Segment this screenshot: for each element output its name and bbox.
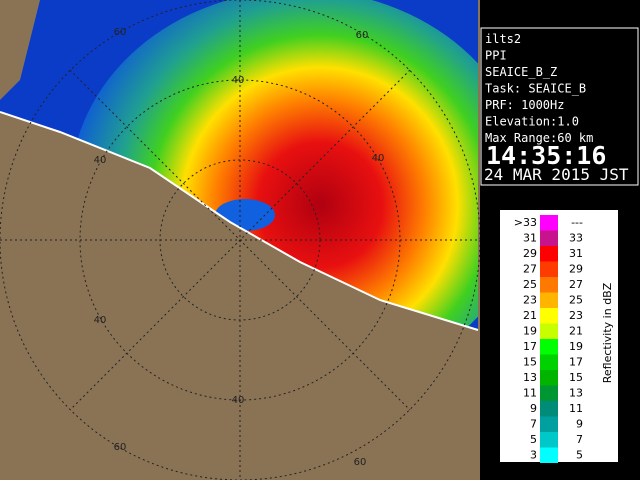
legend-low: 19 bbox=[523, 325, 537, 338]
legend-swatch bbox=[540, 323, 558, 339]
legend-low: 23 bbox=[523, 294, 537, 307]
legend-low: 13 bbox=[523, 371, 537, 384]
range-label: 40 bbox=[94, 155, 107, 166]
legend-high: 5 bbox=[576, 449, 583, 462]
legend-high: 21 bbox=[569, 325, 583, 338]
legend-high: 31 bbox=[569, 247, 583, 260]
legend-title: Reflectivity in dBZ bbox=[601, 282, 614, 383]
range-label: 40 bbox=[232, 395, 245, 406]
range-label: 40 bbox=[372, 153, 385, 164]
legend-swatch bbox=[540, 370, 558, 386]
legend-high: 19 bbox=[569, 340, 583, 353]
legend-low: 25 bbox=[523, 278, 537, 291]
legend-swatch bbox=[540, 416, 558, 432]
legend-swatch bbox=[540, 246, 558, 262]
legend-low: 21 bbox=[523, 309, 537, 322]
legend-high: 27 bbox=[569, 278, 583, 291]
legend-high: 7 bbox=[576, 433, 583, 446]
legend-high: 17 bbox=[569, 356, 583, 369]
legend-swatch bbox=[540, 292, 558, 308]
legend-low: 15 bbox=[523, 356, 537, 369]
info-line: SEAICE_B_Z bbox=[485, 65, 557, 79]
range-label: 40 bbox=[232, 75, 245, 86]
legend-swatch bbox=[540, 308, 558, 324]
legend-low: 27 bbox=[523, 263, 537, 276]
legend-high: --- bbox=[571, 216, 583, 229]
legend-low: 17 bbox=[523, 340, 537, 353]
legend-low: 9 bbox=[530, 402, 537, 415]
legend-swatch bbox=[540, 354, 558, 370]
range-label: 60 bbox=[114, 442, 127, 453]
legend-swatch bbox=[540, 385, 558, 401]
legend-low: >33 bbox=[514, 216, 537, 229]
legend-swatch bbox=[540, 230, 558, 246]
range-label: 40 bbox=[94, 315, 107, 326]
legend-high: 9 bbox=[576, 418, 583, 431]
land bbox=[0, 0, 40, 100]
date: 24 MAR 2015 JST bbox=[484, 165, 629, 184]
legend-low: 11 bbox=[523, 387, 537, 400]
legend-low: 3 bbox=[530, 449, 537, 462]
legend-high: 23 bbox=[569, 309, 583, 322]
legend-low: 7 bbox=[530, 418, 537, 431]
legend-low: 5 bbox=[530, 433, 537, 446]
info-line: ilts2 bbox=[485, 32, 521, 46]
legend-swatch bbox=[540, 432, 558, 448]
info-panel bbox=[480, 27, 639, 186]
range-label: 60 bbox=[354, 457, 367, 468]
legend-high: 15 bbox=[569, 371, 583, 384]
info-line: Elevation:1.0 bbox=[485, 115, 579, 129]
legend-swatch bbox=[540, 215, 558, 231]
legend-swatch bbox=[540, 261, 558, 277]
legend-high: 13 bbox=[569, 387, 583, 400]
coastline bbox=[0, 111, 479, 331]
time: 14:35:16 bbox=[486, 141, 606, 170]
info-line: Max Range:60 km bbox=[485, 131, 593, 145]
legend-box bbox=[500, 210, 618, 462]
info-line: PRF: 1000Hz bbox=[485, 98, 564, 112]
legend-swatch bbox=[540, 401, 558, 417]
range-label: 60 bbox=[114, 27, 127, 38]
legend-swatch bbox=[540, 447, 558, 463]
legend-swatch bbox=[540, 277, 558, 293]
legend-high: 29 bbox=[569, 263, 583, 276]
legend-high: 33 bbox=[569, 232, 583, 245]
legend-swatch bbox=[540, 339, 558, 355]
range-label: 60 bbox=[356, 30, 369, 41]
info-line: PPI bbox=[485, 49, 507, 63]
info-line: Task: SEAICE_B bbox=[485, 82, 586, 96]
legend-low: 29 bbox=[523, 247, 537, 260]
legend-low: 31 bbox=[523, 232, 537, 245]
legend-high: 25 bbox=[569, 294, 583, 307]
legend-high: 11 bbox=[569, 402, 583, 415]
